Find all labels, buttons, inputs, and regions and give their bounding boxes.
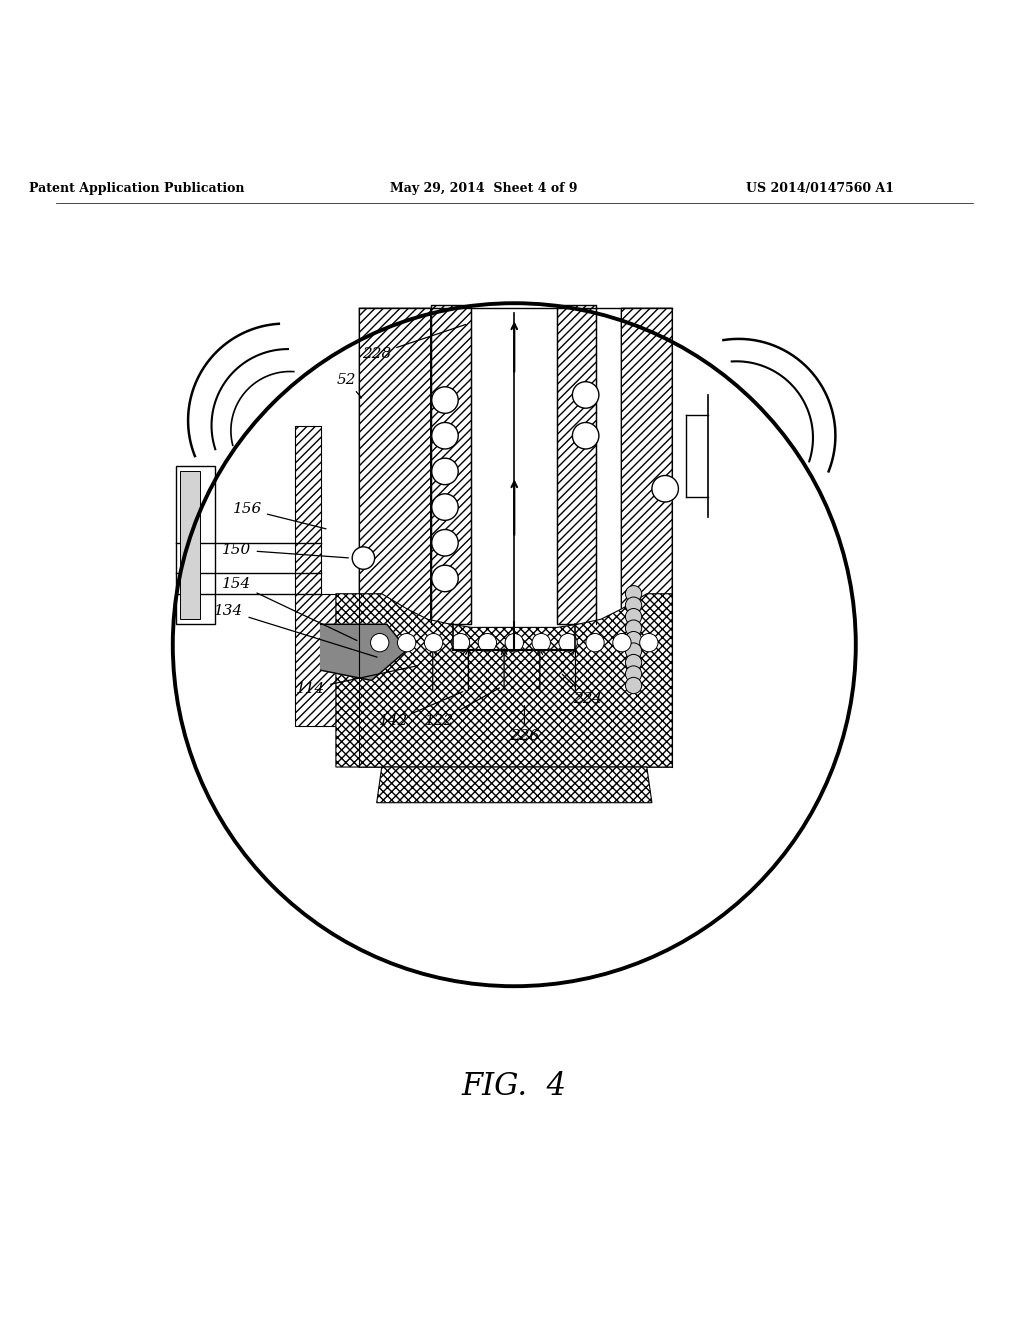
Circle shape	[626, 620, 642, 636]
Circle shape	[424, 634, 442, 652]
Polygon shape	[431, 305, 471, 624]
Circle shape	[432, 422, 458, 449]
Circle shape	[626, 655, 642, 671]
Circle shape	[371, 634, 389, 652]
Circle shape	[572, 381, 599, 408]
Circle shape	[626, 609, 642, 624]
Text: FIG.  4: FIG. 4	[462, 1071, 567, 1102]
Circle shape	[452, 634, 470, 652]
Text: 226: 226	[510, 706, 539, 743]
Text: 142: 142	[379, 692, 463, 729]
Text: 150: 150	[222, 543, 348, 558]
Text: US 2014/0147560 A1: US 2014/0147560 A1	[746, 182, 894, 194]
Polygon shape	[295, 425, 336, 726]
Text: May 29, 2014  Sheet 4 of 9: May 29, 2014 Sheet 4 of 9	[390, 182, 578, 194]
Circle shape	[626, 677, 642, 693]
Circle shape	[572, 422, 599, 449]
Circle shape	[397, 634, 416, 652]
Text: Patent Application Publication: Patent Application Publication	[30, 182, 245, 194]
Circle shape	[432, 387, 458, 413]
Text: 154: 154	[222, 577, 356, 640]
Polygon shape	[321, 624, 408, 680]
Circle shape	[432, 494, 458, 520]
Bar	[176, 466, 215, 624]
Polygon shape	[622, 309, 673, 767]
Polygon shape	[377, 767, 652, 803]
Text: 52: 52	[336, 372, 361, 397]
Circle shape	[626, 597, 642, 614]
Circle shape	[626, 643, 642, 659]
Circle shape	[352, 546, 375, 569]
Circle shape	[432, 565, 458, 591]
Circle shape	[626, 631, 642, 648]
Circle shape	[559, 634, 578, 652]
Circle shape	[505, 634, 523, 652]
Circle shape	[432, 529, 458, 556]
Polygon shape	[336, 594, 673, 767]
Circle shape	[432, 458, 458, 484]
Polygon shape	[359, 309, 431, 767]
Circle shape	[652, 475, 679, 502]
Text: 228: 228	[362, 325, 466, 362]
Bar	[180, 471, 201, 619]
Circle shape	[640, 634, 658, 652]
Text: 156: 156	[232, 502, 326, 529]
Circle shape	[586, 634, 604, 652]
Circle shape	[478, 634, 497, 652]
Text: 122: 122	[425, 688, 500, 729]
Circle shape	[612, 634, 631, 652]
Polygon shape	[557, 305, 596, 624]
Text: 114: 114	[296, 665, 418, 696]
Circle shape	[626, 586, 642, 602]
Text: 224: 224	[562, 675, 602, 706]
Circle shape	[626, 665, 642, 682]
Text: 134: 134	[214, 605, 377, 657]
Circle shape	[532, 634, 550, 652]
